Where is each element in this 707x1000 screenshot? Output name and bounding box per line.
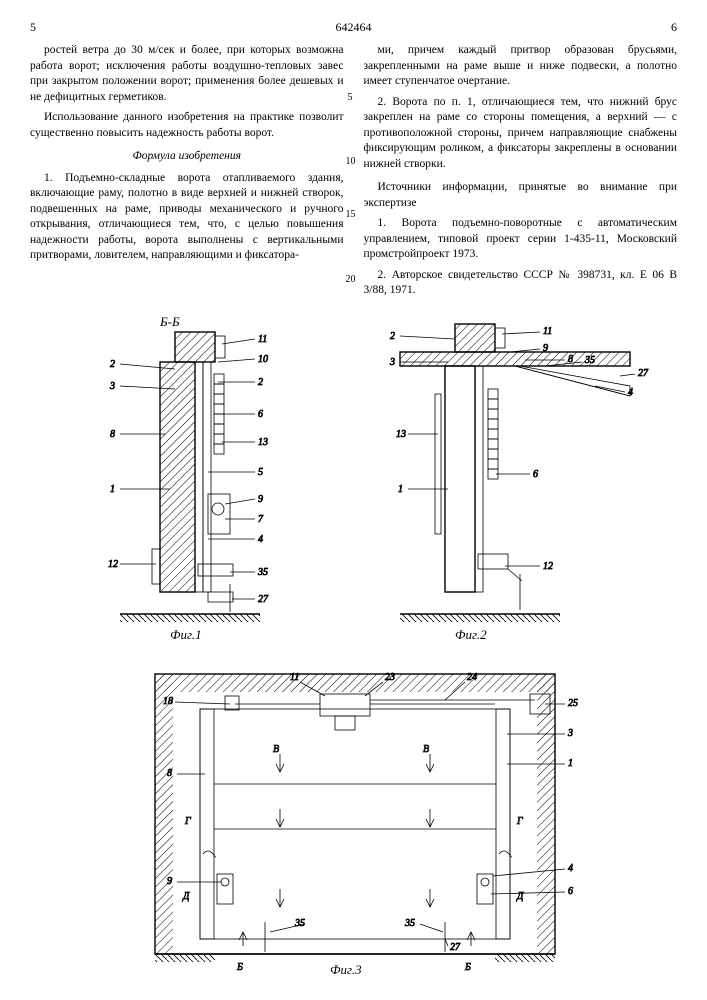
- lbl-f1-5: 5: [258, 467, 263, 478]
- page-header: 5 642464 6: [30, 20, 677, 35]
- lbl-f3-8: 8: [167, 768, 172, 779]
- lbl-f3-35b: 35: [404, 918, 415, 929]
- arrow-G-1: Г: [184, 816, 191, 827]
- lbl-f3-35a: 35: [294, 918, 305, 929]
- patent-page: 5 642464 6 ростей ветра до 30 м/сек и бо…: [0, 0, 707, 1000]
- lbl-f3-1: 1: [568, 758, 573, 769]
- lbl-f3-27: 27: [450, 942, 461, 953]
- lbl-f1-12: 12: [108, 559, 118, 570]
- lbl-f3-25: 25: [568, 698, 578, 709]
- lbl-f3-11: 11: [290, 672, 299, 683]
- lbl-f1-9: 9: [258, 494, 263, 505]
- lbl-f3-9: 9: [167, 876, 172, 887]
- lbl-f1-27: 27: [258, 594, 269, 605]
- arrow-D-1: Д: [182, 891, 190, 902]
- text-columns: ростей ветра до 30 м/сек и более, при ко…: [30, 43, 677, 304]
- lbl-f2-13: 13: [396, 429, 406, 440]
- lbl-f2-12: 12: [543, 561, 553, 572]
- lbl-f2-1: 1: [398, 484, 403, 495]
- lbl-f1-7: 7: [258, 514, 264, 525]
- lbl-f2-11: 11: [543, 326, 552, 337]
- arrow-D-2: Д: [516, 891, 524, 902]
- line-num-10: 10: [346, 155, 356, 169]
- arrow-b-1: Б: [236, 962, 243, 973]
- lbl-f1-2b: 2: [258, 377, 263, 388]
- lbl-f1-4: 4: [258, 534, 263, 545]
- formula-title: Формула изобретения: [30, 149, 344, 165]
- figures-svg: Б-Б: [30, 314, 677, 974]
- page-num-left: 5: [30, 20, 36, 35]
- lbl-f1-1: 1: [110, 484, 115, 495]
- lbl-f3-23: 23: [385, 672, 395, 683]
- lbl-f2-35: 35: [584, 355, 595, 366]
- fig3: В В Г Г Д Д Б Б: [155, 672, 578, 974]
- fig3-caption: Фиг.3: [330, 962, 362, 974]
- lbl-f2-9: 9: [543, 343, 548, 354]
- lbl-f2-27: 27: [638, 368, 649, 379]
- arrow-V-2: В: [423, 744, 429, 755]
- section-label-bb: Б-Б: [159, 314, 180, 329]
- lbl-f2-4: 4: [628, 387, 633, 398]
- figures-block: Б-Б: [30, 314, 677, 974]
- line-num-15: 15: [346, 208, 356, 222]
- lbl-f2-3: 3: [389, 357, 395, 368]
- arrow-G-2: Г: [516, 816, 523, 827]
- lbl-f3-3: 3: [567, 728, 573, 739]
- fig1: Б-Б: [108, 314, 269, 642]
- right-column: 5 10 15 20 ми, причем каждый притвор обр…: [364, 43, 678, 304]
- lbl-f1-13: 13: [258, 437, 268, 448]
- lbl-f2-2: 2: [390, 331, 395, 342]
- lbl-f1-10: 10: [258, 354, 268, 365]
- para-r1: ми, причем каждый притвор образован брус…: [364, 43, 678, 90]
- lbl-f3-4: 4: [568, 863, 573, 874]
- lbl-f1-3: 3: [109, 381, 115, 392]
- arrow-b-2: Б: [464, 962, 471, 973]
- para-r3: Источники информации, принятые во вниман…: [364, 180, 678, 211]
- para-l1: ростей ветра до 30 м/сек и более, при ко…: [30, 43, 344, 105]
- arrow-V-1: В: [273, 744, 279, 755]
- left-column: ростей ветра до 30 м/сек и более, при ко…: [30, 43, 344, 304]
- line-num-5: 5: [348, 91, 353, 105]
- page-num-right: 6: [671, 20, 677, 35]
- lbl-f3-18: 18: [163, 696, 173, 707]
- fig2: 2 3 13 1 11 9 8 35 27 4 6 12 Фиг.2: [389, 324, 649, 642]
- doc-number: 642464: [336, 20, 372, 35]
- para-r4: 1. Ворота подъемно-поворотные с автомати…: [364, 216, 678, 263]
- line-num-20: 20: [346, 273, 356, 287]
- lbl-f3-6: 6: [568, 886, 573, 897]
- lbl-f1-8: 8: [110, 429, 115, 440]
- fig1-caption: Фиг.1: [170, 627, 202, 642]
- fig2-caption: Фиг.2: [455, 627, 487, 642]
- lbl-f1-6: 6: [258, 409, 263, 420]
- lbl-f3-24: 24: [467, 672, 477, 683]
- para-r2: 2. Ворота по п. 1, отличающиеся тем, что…: [364, 95, 678, 173]
- lbl-f1-2: 2: [110, 359, 115, 370]
- lbl-f2-6: 6: [533, 469, 538, 480]
- para-l3: 1. Подъемно-складные ворота отапливаемог…: [30, 171, 344, 264]
- lbl-f1-11: 11: [258, 334, 267, 345]
- lbl-f1-35: 35: [257, 567, 268, 578]
- para-r5: 2. Авторское свидетельство СССР № 398731…: [364, 268, 678, 299]
- para-l2: Использование данного изобретения на пра…: [30, 110, 344, 141]
